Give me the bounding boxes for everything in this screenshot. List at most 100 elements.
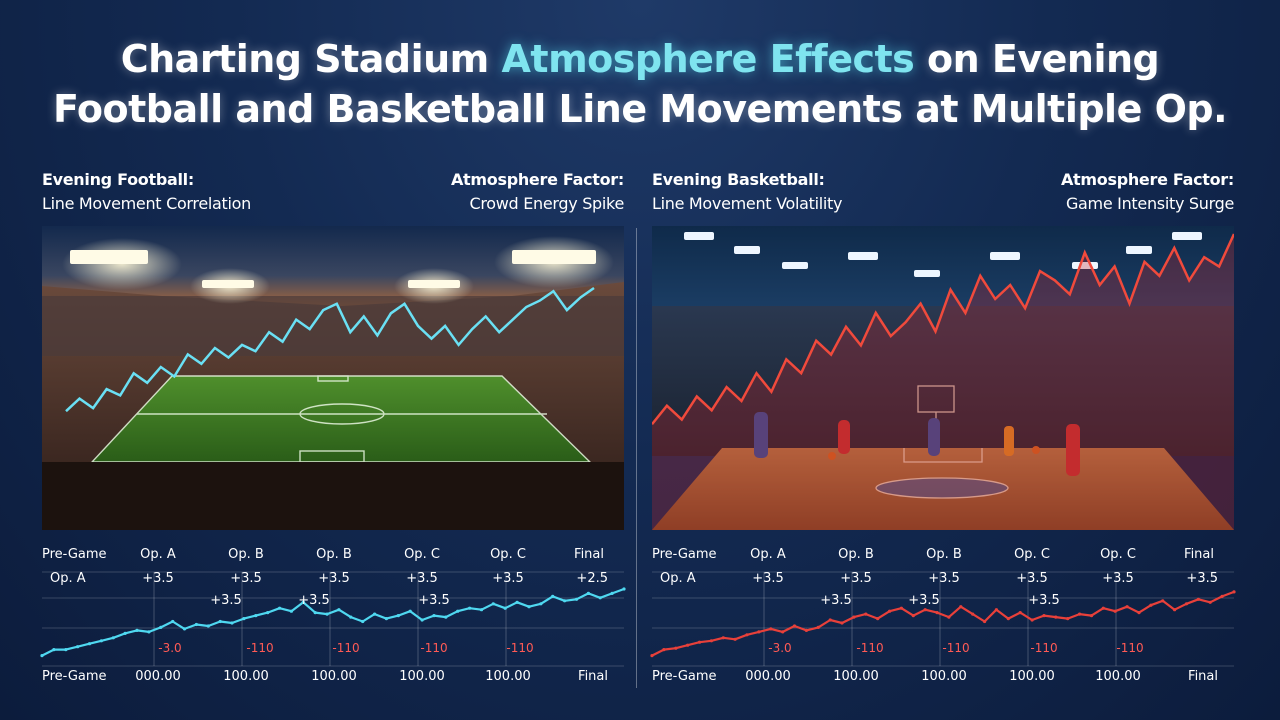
basketball-bottom-label-5: 100.00 — [1095, 669, 1141, 684]
basketball-point-6 — [721, 636, 725, 640]
football-point-18 — [254, 614, 258, 618]
basketball-line-chart: Pre-Game Op. A Op. B Op. B Op. C Op. C Final Op… — [650, 542, 1236, 704]
football-point-40 — [515, 600, 519, 604]
basketball-point-46 — [1196, 597, 1200, 601]
basketball-point-32 — [1030, 618, 1034, 622]
football-row-value-0: +3.5 — [142, 571, 174, 586]
football-point-45 — [574, 597, 579, 601]
basketball-point-24 — [935, 611, 939, 615]
football-pitch — [92, 376, 590, 462]
football-annotation-0: +3.5 — [210, 593, 242, 608]
football-bottom-label-3: 100.00 — [311, 669, 357, 684]
basketball-point-49 — [1232, 590, 1236, 594]
football-point-4 — [87, 642, 92, 646]
football-trend-line — [65, 286, 595, 413]
football-red-label-4: -110 — [506, 641, 533, 655]
basketball-point-47 — [1208, 600, 1212, 604]
basketball-point-42 — [1149, 603, 1153, 607]
basketball-point-5 — [709, 639, 713, 643]
basketball-factor-value: Game Intensity Surge — [1065, 194, 1234, 213]
football-point-8 — [135, 628, 139, 632]
football-point-21 — [289, 609, 293, 613]
football-point-23 — [313, 611, 317, 615]
football-point-39 — [503, 606, 507, 610]
stadium-lights-icon — [70, 250, 596, 288]
basketball-point-36 — [1078, 612, 1082, 616]
basketball-point-12 — [792, 624, 797, 628]
basketball-point-13 — [804, 628, 808, 632]
football-point-41 — [527, 605, 531, 609]
basketball-row-value-4: +3.5 — [1102, 571, 1134, 586]
football-point-14 — [206, 624, 210, 628]
football-header-right: Atmosphere Factor: Crowd Energy Spike — [451, 168, 624, 216]
football-top-label-3: Op. B — [316, 547, 352, 562]
football-factor-title: Atmosphere Factor: — [450, 170, 624, 189]
football-point-26 — [349, 615, 353, 619]
basketball-stands — [652, 306, 1234, 456]
football-point-47 — [598, 596, 602, 600]
basketball-point-29 — [994, 608, 998, 612]
football-top-label-0: Pre-Game — [42, 547, 107, 562]
football-point-34 — [444, 615, 448, 619]
football-point-49 — [622, 587, 626, 591]
football-point-36 — [468, 606, 472, 610]
football-point-1 — [52, 648, 56, 652]
basketball-point-19 — [876, 617, 880, 621]
basketball-bottom-label-1: 000.00 — [745, 669, 791, 684]
football-point-7 — [123, 631, 127, 635]
football-header-left: Evening Football: Line Movement Correlat… — [42, 168, 251, 216]
football-point-38 — [491, 602, 495, 606]
football-point-13 — [194, 622, 198, 627]
basketball-top-label-0: Pre-Game — [652, 547, 717, 562]
football-bottom-label-2: 100.00 — [223, 669, 269, 684]
football-point-43 — [551, 594, 555, 598]
football-top-label-5: Op. C — [490, 547, 526, 562]
basketball-point-43 — [1161, 599, 1165, 603]
basketball-point-11 — [781, 630, 785, 634]
basketball-header-left: Evening Basketball: Line Movement Volati… — [652, 168, 842, 216]
basketball-point-16 — [840, 621, 844, 625]
basketball-row-value-3: +3.5 — [1016, 571, 1048, 586]
basketball-red-label-4: -110 — [1116, 641, 1143, 655]
football-point-27 — [361, 619, 365, 624]
football-factor-value: Crowd Energy Spike — [469, 194, 624, 213]
football-point-15 — [218, 619, 222, 624]
basketball-point-14 — [816, 625, 820, 629]
basketball-bottom-label-2: 100.00 — [833, 669, 879, 684]
football-red-label-2: -110 — [332, 641, 359, 655]
football-panel-title: Evening Football: — [42, 170, 194, 189]
basketball-row-label: Op. A — [660, 571, 696, 586]
football-point-32 — [420, 618, 424, 622]
basketball-bottom-label-4: 100.00 — [1009, 669, 1055, 684]
basketball-players — [754, 412, 1080, 476]
basketball-point-20 — [888, 609, 892, 613]
basketball-point-4 — [697, 640, 702, 644]
football-point-16 — [230, 621, 234, 625]
basketball-red-label-3: -110 — [1030, 641, 1057, 655]
basketball-top-label-4: Op. C — [1014, 547, 1050, 562]
basketball-top-label-6: Final — [1184, 547, 1214, 562]
basketball-panel-title: Evening Basketball: — [652, 170, 825, 189]
basketball-top-label-3: Op. B — [926, 547, 962, 562]
basketball-point-0 — [650, 654, 654, 658]
football-series-line — [41, 587, 625, 657]
basketball-bottom-label-0: Pre-Game — [652, 669, 717, 684]
basketball-bottom-label-3: 100.00 — [921, 669, 967, 684]
football-line-chart: Pre-Game Op. A Op. B Op. B Op. C Op. C Final Op… — [40, 542, 626, 704]
football-point-33 — [432, 614, 436, 618]
football-annotation-2: +3.5 — [418, 593, 450, 608]
basketball-series-line — [651, 590, 1235, 657]
football-bottom-label-5: 100.00 — [485, 669, 531, 684]
football-point-9 — [147, 630, 151, 634]
football-point-25 — [337, 608, 341, 612]
basketball-bottom-label-6: Final — [1188, 669, 1218, 684]
football-point-46 — [586, 591, 591, 595]
football-red-label-1: -110 — [246, 641, 273, 655]
page-title: Charting Stadium Atmosphere Effects on E… — [0, 34, 1280, 134]
basketball-panel: Evening Basketball: Line Movement Volati… — [650, 168, 1236, 704]
basketball-row-value-0: +3.5 — [752, 571, 784, 586]
football-panel: Evening Football: Line Movement Correlat… — [40, 168, 626, 704]
basketball-point-48 — [1220, 594, 1224, 598]
basketball-row-value-5: +3.5 — [1186, 571, 1218, 586]
basketball-header-right: Atmosphere Factor: Game Intensity Surge — [1061, 168, 1234, 216]
